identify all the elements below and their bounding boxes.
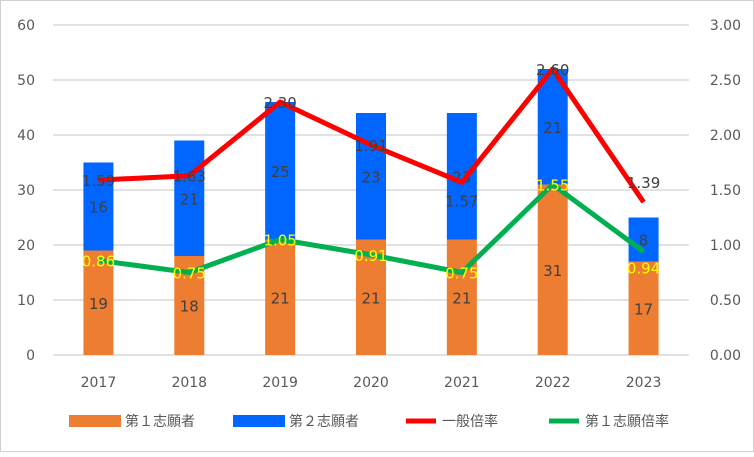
line-data-label: 2.60 — [536, 61, 569, 79]
line-data-label: 1.57 — [445, 192, 478, 210]
right-tick-label: 2.50 — [710, 73, 741, 89]
bar-data-label: 25 — [271, 163, 290, 181]
left-tick-label: 50 — [17, 73, 35, 89]
line-series-2 — [98, 182, 646, 275]
left-tick-label: 20 — [17, 238, 35, 254]
bar-data-label: 18 — [180, 298, 199, 316]
bar-data-label: 17 — [634, 300, 653, 318]
bar-1 — [537, 184, 568, 355]
line-data-label: 0.75 — [173, 265, 206, 283]
bar-data-label: 21 — [271, 289, 290, 307]
bar-data-label: 31 — [543, 262, 562, 280]
line-data-label: 0.94 — [627, 260, 660, 278]
line-data-label: 0.75 — [445, 265, 478, 283]
right-tick-label: 1.00 — [710, 238, 741, 254]
line-series-1 — [98, 66, 646, 204]
right-tick-label: 0.00 — [710, 348, 741, 364]
bar-1 — [83, 250, 114, 355]
bar-data-label: 21 — [543, 119, 562, 137]
right-tick-label: 2.00 — [710, 128, 741, 144]
line-data-label: 2.30 — [263, 94, 296, 112]
bar-1 — [446, 239, 477, 355]
left-tick-label: 60 — [17, 18, 35, 34]
line-data-label: 1.55 — [536, 177, 569, 195]
bar-1 — [628, 261, 659, 355]
bar-data-label: 21 — [180, 190, 199, 208]
bar-2 — [356, 113, 386, 240]
legend-label: 一般倍率 — [442, 413, 498, 430]
bar-data-label: 21 — [452, 289, 471, 307]
line-data-label: 1.91 — [354, 137, 387, 155]
left-tick-label: 40 — [17, 128, 35, 144]
bar-1 — [265, 239, 296, 355]
legend-swatch — [233, 415, 285, 427]
bar-2 — [537, 69, 568, 185]
right-tick-label: 1.50 — [710, 183, 741, 199]
x-tick-label: 2020 — [353, 375, 389, 391]
line-data-label: 1.05 — [263, 232, 296, 250]
line-data-label: 1.39 — [627, 174, 660, 192]
line-data-label: 1.59 — [82, 172, 115, 190]
bar-data-label: 21 — [361, 289, 380, 307]
legend-label: 第１志願者 — [125, 413, 195, 430]
bar-2 — [174, 140, 205, 256]
x-tick-label: 2017 — [81, 375, 117, 391]
legend-label: 第２志願者 — [289, 413, 359, 430]
x-tick-label: 2022 — [535, 375, 571, 391]
line-data-label: 0.86 — [82, 252, 115, 270]
bar-2 — [628, 217, 659, 262]
right-tick-label: 0.50 — [710, 293, 741, 309]
left-tick-label: 0 — [26, 348, 35, 364]
bar-data-label: 16 — [89, 199, 108, 217]
right-tick-label: 3.00 — [710, 18, 741, 34]
bar-data-label: 19 — [89, 295, 108, 313]
x-tick-label: 2018 — [171, 375, 207, 391]
bar-data-label: 23 — [361, 168, 380, 186]
bar-2 — [265, 102, 296, 240]
x-tick-label: 2019 — [262, 375, 298, 391]
line-data-label: 0.91 — [354, 247, 387, 265]
x-tick-label: 2023 — [626, 375, 662, 391]
x-tick-label: 2021 — [444, 375, 480, 391]
line-data-label: 1.63 — [173, 168, 206, 186]
left-tick-label: 30 — [17, 183, 35, 199]
legend-label: 第１志願倍率 — [585, 413, 669, 430]
bar-data-label: 8 — [639, 232, 649, 250]
legend-swatch — [69, 415, 121, 427]
left-tick-label: 10 — [17, 293, 35, 309]
